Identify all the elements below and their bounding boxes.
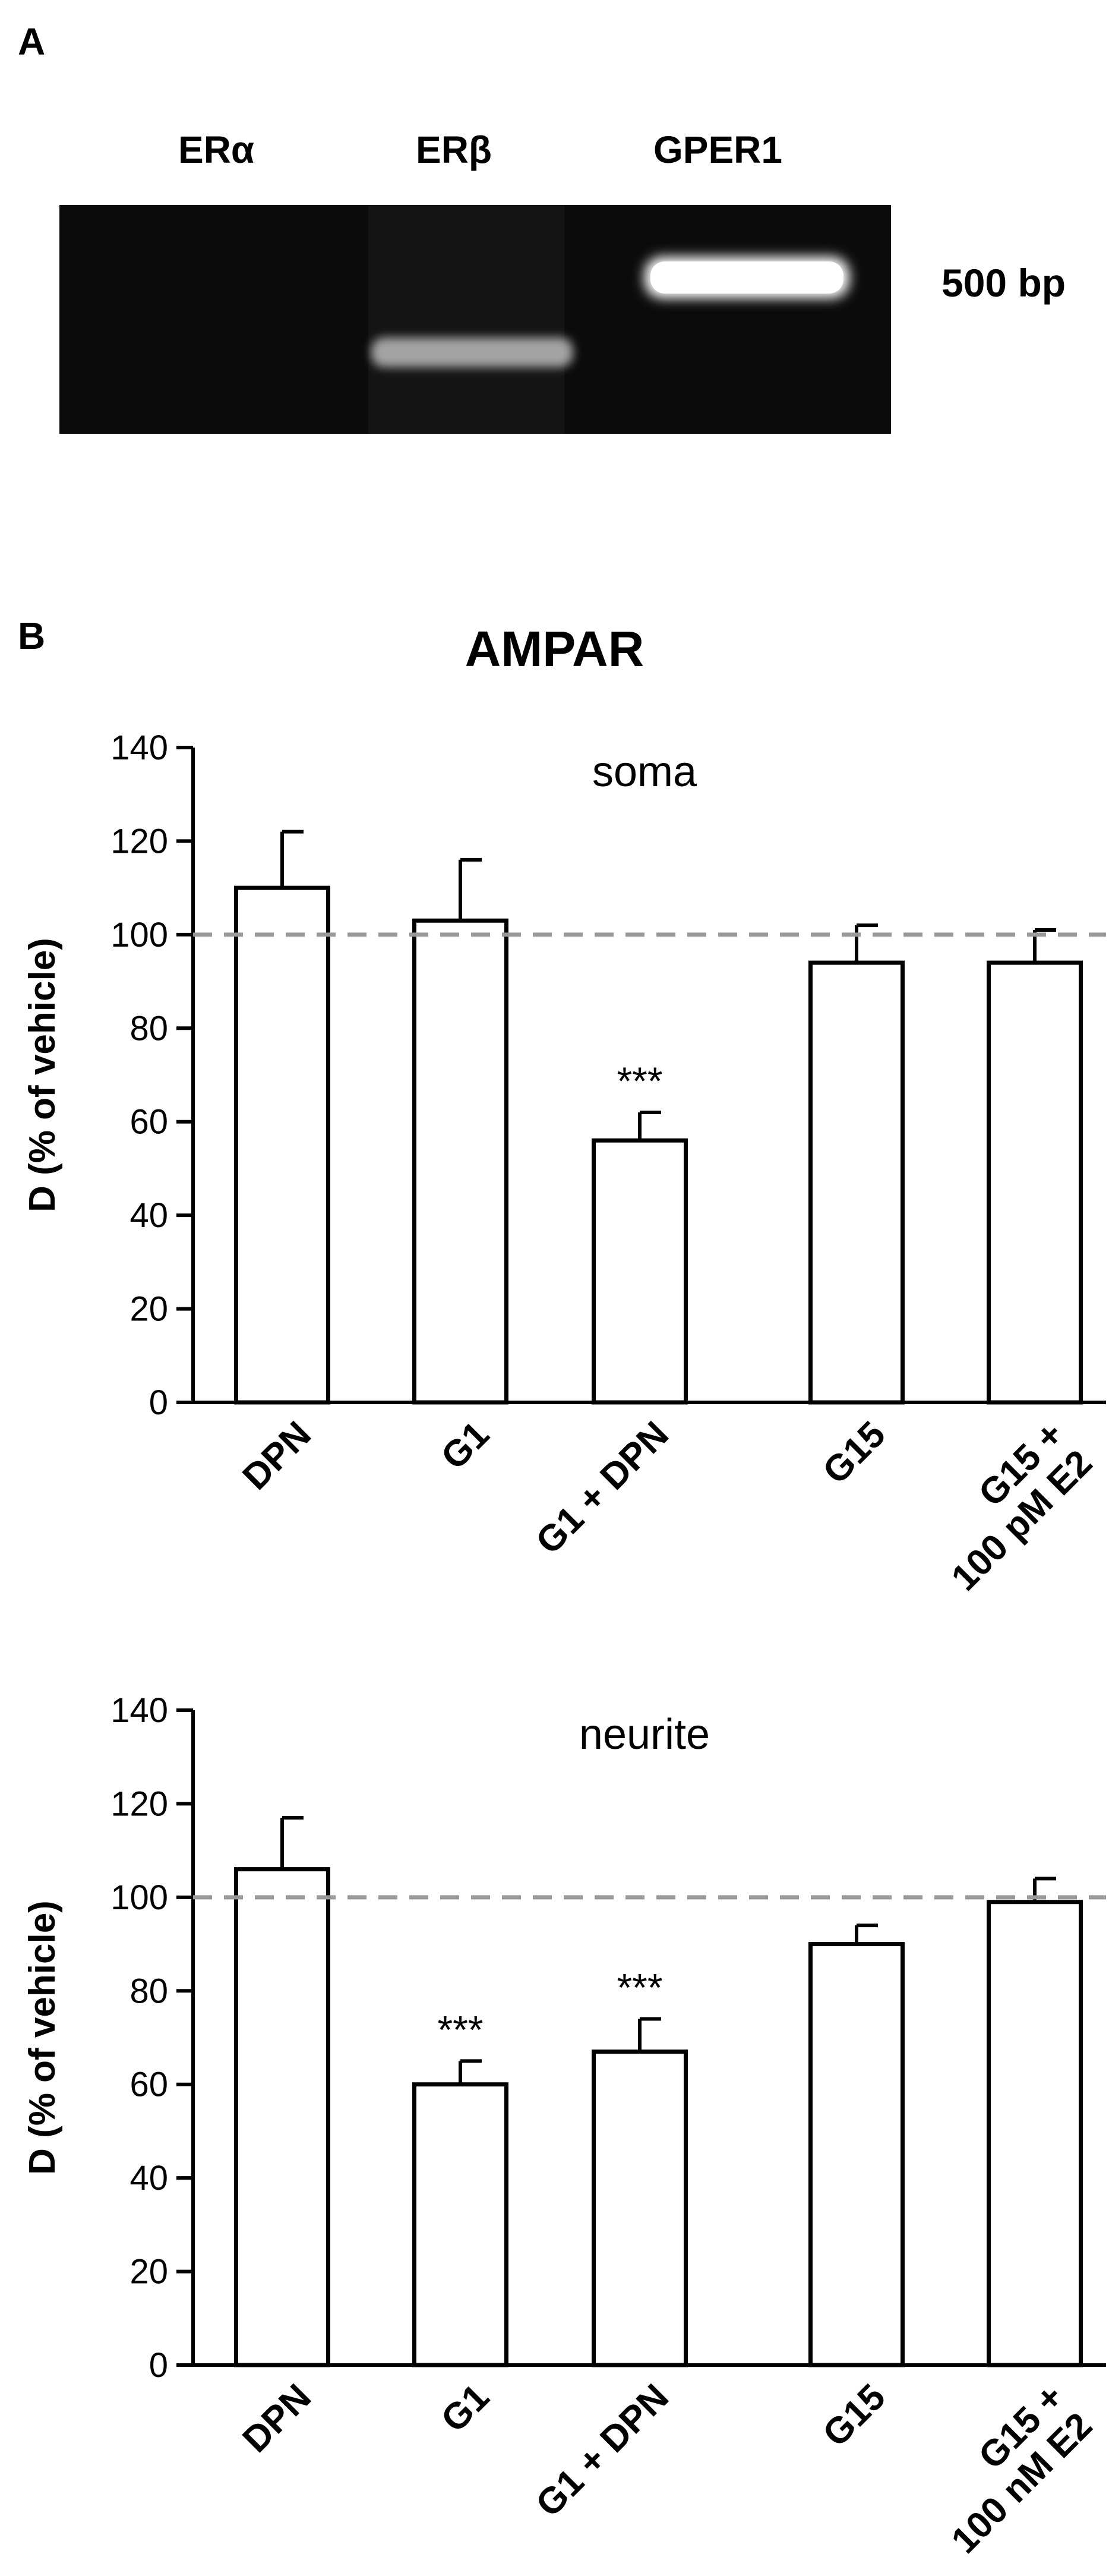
neurite-x-tick-label-2: G1 + DPN [528, 2376, 677, 2525]
gel-image [59, 205, 891, 434]
soma-x-tick-label-2: G1 + DPN [528, 1414, 677, 1562]
gel-lane-er-beta-smear [368, 205, 564, 434]
neurite-bar-3 [808, 1942, 905, 2367]
soma-y-tick-label: 100 [110, 916, 168, 954]
neurite-x-tick-label-3: G15 [815, 2376, 893, 2455]
soma-x-tick-label-1: G1 [434, 1414, 497, 1477]
neurite-y-tick-label: 80 [129, 1972, 168, 2010]
soma-chart-title: soma [592, 748, 697, 796]
neurite-x-tick-label-4: G15 +100 nM E2 [915, 2376, 1100, 2561]
soma-y-tick-label: 80 [129, 1009, 168, 1048]
soma-bar-4 [987, 960, 1083, 1405]
gel-lane-label-er-beta: ERβ [416, 128, 492, 171]
neurite-bar-0 [234, 1867, 330, 2367]
soma-bar-3 [808, 960, 905, 1405]
neurite-bar-2 [592, 2050, 688, 2367]
panel-b-title: AMPAR [465, 621, 644, 677]
neurite-x-tick-label-1: G1 [434, 2376, 497, 2440]
panel-b-letter: B [18, 614, 46, 657]
neurite-x-tick-label-0: DPN [235, 2376, 319, 2460]
soma-significance-2: *** [617, 1059, 662, 1103]
neurite-x-tick-label-line: G15 [815, 2376, 893, 2455]
soma-chart: 0 20 40 60 80 100 120 140 D (% of vehicle) soma **… [22, 729, 1106, 1598]
panel-a-letter: A [18, 20, 46, 63]
soma-bar-0 [234, 885, 330, 1405]
neurite-y-tick-label: 120 [110, 1784, 168, 1823]
soma-x-tick-label-line: G15 [815, 1414, 893, 1492]
gel-lane-label-er-alpha: ERα [178, 128, 255, 171]
soma-x-tick-label-line: G1 + DPN [528, 1414, 677, 1562]
soma-y-tick-label: 140 [110, 729, 168, 767]
soma-y-tick-label: 40 [129, 1196, 168, 1235]
neurite-x-tick-label-line: G1 [434, 2376, 497, 2440]
neurite-y-tick-label: 20 [129, 2253, 168, 2291]
soma-x-tick-label-4: G15 +100 pM E2 [915, 1414, 1100, 1598]
neurite-y-tick-label: 140 [110, 1691, 168, 1730]
neurite-bar-1 [412, 2082, 508, 2367]
soma-y-tick-label: 60 [129, 1103, 168, 1142]
soma-x-tick-label-3: G15 [815, 1414, 893, 1492]
soma-bar-2 [592, 1138, 688, 1405]
neurite-significance-1: *** [437, 2007, 483, 2051]
neurite-y-tick-label: 100 [110, 1878, 168, 1917]
neurite-y-axis-label: D (% of vehicle) [22, 1900, 63, 2175]
soma-bar-1 [412, 918, 508, 1405]
soma-x-tick-label-0: DPN [235, 1414, 319, 1497]
neurite-significance-2: *** [617, 1966, 662, 2010]
neurite-y-tick-label: 40 [129, 2159, 168, 2197]
soma-x-tick-label-line: DPN [235, 1414, 319, 1497]
neurite-y-tick-label: 0 [149, 2346, 168, 2385]
soma-y-axis-label: D (% of vehicle) [22, 938, 63, 1212]
soma-y-tick-label: 120 [110, 822, 168, 860]
neurite-y-tick-label: 60 [129, 2066, 168, 2104]
gel-band-gper1 [650, 261, 843, 294]
soma-y-tick-label: 20 [129, 1290, 168, 1329]
gel-marker-label: 500 bp [941, 261, 1066, 305]
gel-band-er-beta [371, 338, 573, 367]
neurite-x-tick-label-line: DPN [235, 2376, 319, 2460]
neurite-chart: 0 20 40 60 80 100 120 140 D (% of vehicle) neurit… [22, 1691, 1106, 2561]
soma-x-tick-label-line: G1 [434, 1414, 497, 1477]
soma-y-tick-label: 0 [149, 1383, 168, 1422]
neurite-x-tick-label-line: G1 + DPN [528, 2376, 677, 2525]
neurite-bar-4 [987, 1900, 1083, 2367]
neurite-chart-title: neurite [579, 1711, 710, 1758]
gel-lane-label-gper1: GPER1 [653, 128, 782, 171]
